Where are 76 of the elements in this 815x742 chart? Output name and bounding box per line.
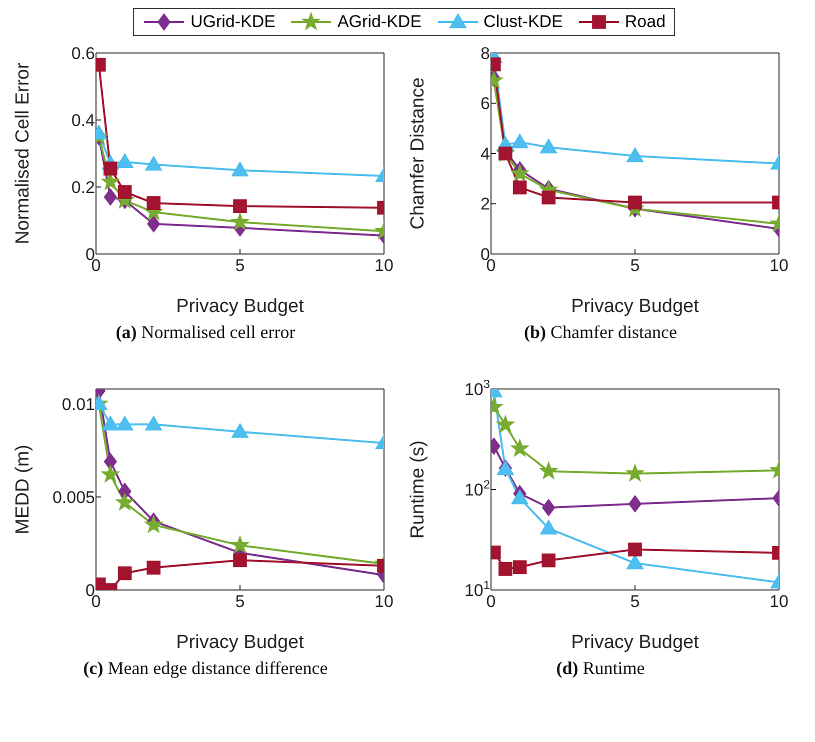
y-tick-label: 4 — [480, 144, 490, 164]
point — [145, 416, 162, 430]
text: (a) Normalised cell error — [114, 322, 296, 344]
point — [512, 180, 527, 194]
x-axis-title: Privacy Budget — [176, 632, 305, 653]
point — [542, 554, 556, 568]
point — [146, 196, 160, 210]
text: (c) Mean edge distance difference — [82, 658, 329, 680]
x-axis-title: Privacy Budget — [176, 296, 305, 317]
x-tick-label: 10 — [374, 256, 394, 276]
y-tick-label: 0.2 — [71, 178, 95, 197]
point — [116, 416, 134, 430]
legend-label: Clust-KDE — [484, 12, 563, 32]
point — [540, 520, 558, 535]
y-tick-label: 10$^{3}$ — [464, 376, 490, 399]
y-tick-label: 6 — [480, 94, 490, 114]
text: (d) Runtime — [555, 658, 646, 680]
point — [231, 536, 249, 553]
point — [102, 416, 119, 430]
x-tick-label: 5 — [630, 256, 640, 276]
x-tick-label: 5 — [630, 592, 640, 612]
x-tick-label: 10 — [770, 256, 788, 276]
point — [511, 490, 528, 504]
x-tick-label: 5 — [235, 592, 245, 612]
point — [498, 146, 512, 160]
point — [626, 464, 644, 482]
point — [144, 516, 162, 532]
point — [102, 465, 120, 482]
point — [512, 560, 527, 574]
x-tick-label: 5 — [235, 256, 245, 276]
point — [498, 562, 512, 576]
point — [232, 423, 248, 438]
y-tick-label: 8 — [480, 44, 490, 63]
y-tick-label: 0.6 — [71, 44, 95, 63]
point — [540, 462, 558, 479]
point — [147, 215, 160, 232]
point — [104, 453, 117, 470]
point — [116, 153, 134, 168]
y-axis-title: Normalised Cell Error — [12, 62, 34, 244]
x-axis-title: Privacy Budget — [571, 632, 700, 653]
point — [496, 416, 514, 432]
y-axis-title: Runtime (s) — [408, 440, 429, 539]
point — [233, 199, 247, 213]
point — [232, 162, 248, 176]
point — [540, 138, 558, 154]
point — [626, 148, 644, 162]
legend-label: Road — [624, 12, 666, 32]
point — [542, 190, 556, 204]
legend-label: UGrid-KDE — [190, 12, 276, 32]
point — [146, 560, 160, 575]
y-tick-label: 0.4 — [71, 110, 95, 130]
point — [231, 212, 249, 230]
text: (b) Chamfer distance — [523, 322, 678, 344]
y-tick-label: 0.01 — [62, 394, 95, 414]
x-tick-label: 10 — [770, 592, 788, 612]
point — [542, 499, 556, 516]
point — [628, 542, 642, 556]
point — [145, 156, 162, 171]
point — [628, 495, 642, 512]
x-axis-title: Privacy Budget — [571, 296, 700, 317]
y-tick-label: 10$^{2}$ — [464, 477, 490, 500]
y-axis-title: Chamfer Distance — [408, 77, 429, 230]
point — [116, 493, 134, 510]
y-tick-label: 0.005 — [52, 488, 95, 507]
point — [104, 188, 117, 206]
legend-label: AGrid-KDE — [337, 12, 422, 32]
point — [118, 566, 132, 580]
point — [510, 164, 529, 182]
point — [510, 439, 529, 456]
y-axis-title: MEDD (m) — [12, 444, 34, 534]
point — [511, 134, 528, 148]
point — [118, 185, 132, 199]
point — [233, 553, 247, 568]
y-tick-label: 2 — [480, 194, 490, 214]
point — [626, 554, 644, 570]
x-tick-label: 10 — [374, 592, 394, 612]
